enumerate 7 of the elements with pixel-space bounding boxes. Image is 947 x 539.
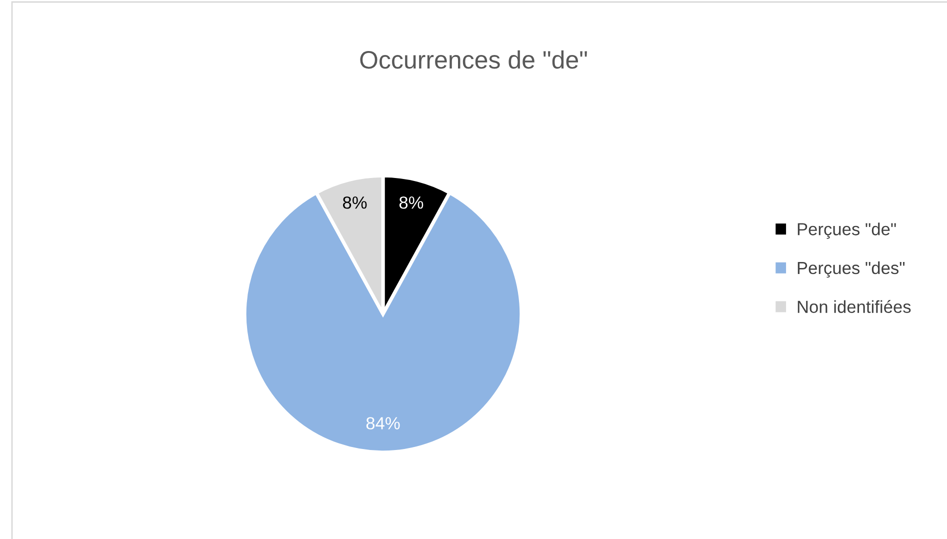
data-label: 8% xyxy=(342,196,367,209)
chart-title: Occurrences de "de" xyxy=(360,50,587,69)
data-label: 84% xyxy=(366,417,400,430)
legend-label: Perçues "des" xyxy=(798,261,905,278)
legend-label: Non identifiées xyxy=(798,300,911,313)
data-label: 8% xyxy=(399,196,424,209)
legend-label: Perçues "de" xyxy=(798,222,896,239)
